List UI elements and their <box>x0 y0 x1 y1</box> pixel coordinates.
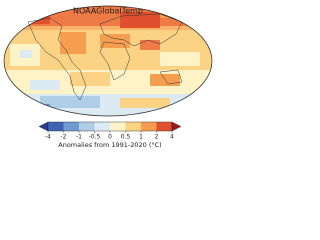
anomaly-map <box>4 6 212 116</box>
colorbar-segment <box>94 122 110 131</box>
colorbar-tick-label: 0.5 <box>121 134 131 141</box>
colorbar-segment <box>63 122 79 131</box>
colorbar-segment <box>156 122 172 131</box>
colorbar-segment <box>48 122 64 131</box>
colorbar-tick-label: -1 <box>76 134 82 141</box>
colorbar-tick-label: 0 <box>108 134 112 141</box>
map-figure: NOAAGlobalTemp -4 -2 -1 -0.5 0 0.5 1 2 4 Anomali… <box>3 5 213 149</box>
colorbar-extension <box>171 121 182 132</box>
map-frame <box>3 5 213 117</box>
colorbar-tick-label: 1 <box>139 134 143 141</box>
colorbar-tick-label: -0.5 <box>89 134 101 141</box>
colorbar-tick-label: 2 <box>155 134 159 141</box>
colorbar-segment <box>110 122 126 131</box>
colorbar-segment <box>125 122 141 131</box>
colorbar-extension <box>38 121 49 132</box>
colorbar-tick-label: 4 <box>170 134 174 141</box>
colorbar-tick-label: -2 <box>61 134 67 141</box>
colorbar-segment <box>79 122 95 131</box>
colorbar-label: Anomalies from 1991-2020 (°C) <box>58 141 161 149</box>
colorbar-segment <box>141 122 157 131</box>
map-title: NOAAGlobalTemp <box>73 7 143 16</box>
colorbar: -4 -2 -1 -0.5 0 0.5 1 2 4 <box>38 121 182 141</box>
colorbar-tick-label: -4 <box>45 134 51 141</box>
coastlines <box>27 13 183 101</box>
